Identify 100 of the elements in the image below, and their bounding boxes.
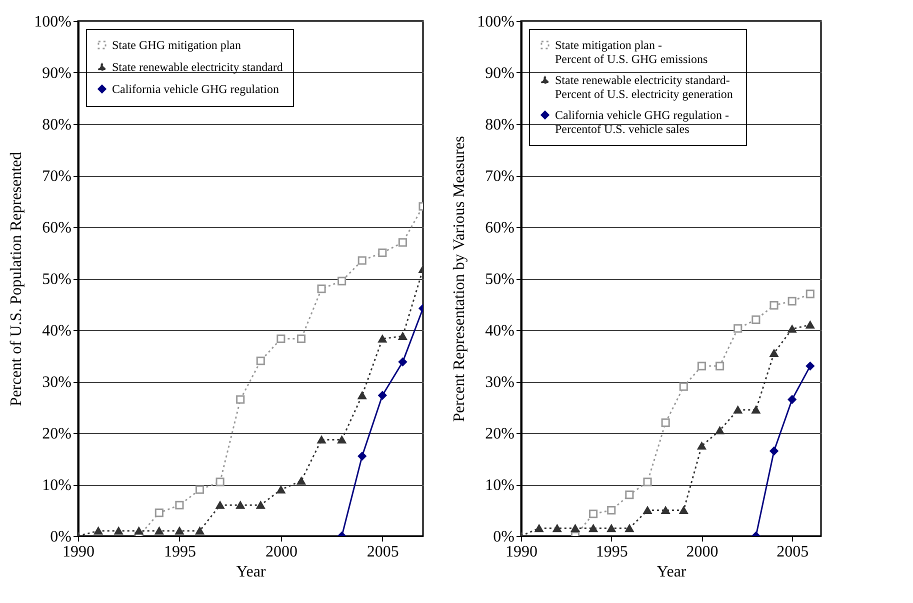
y-tick-label: 70% (485, 168, 514, 185)
y-tick-label: 50% (42, 271, 72, 288)
point (358, 452, 366, 460)
point (607, 524, 616, 532)
point (338, 276, 346, 286)
point (697, 362, 706, 370)
point (607, 506, 616, 515)
legend-label: State renewable electricity standard (112, 60, 283, 74)
point (697, 442, 706, 450)
x-tick-label: 2000 (686, 544, 718, 560)
point (770, 446, 778, 456)
y-tick-label: 20% (42, 426, 72, 442)
y-tick-label: 40% (485, 322, 514, 340)
legend-label: State renewable electricity standard- Percent of U.S. electricity generation (555, 73, 733, 101)
point (661, 506, 670, 514)
x-tick-label: 2005 (366, 544, 399, 560)
x-tick-label: 1995 (596, 544, 628, 560)
point (378, 391, 387, 400)
point (256, 356, 265, 366)
point (788, 325, 796, 333)
point (134, 527, 144, 535)
point (398, 358, 407, 366)
point (589, 510, 598, 518)
y-tick-label: 70% (42, 168, 72, 185)
point (358, 392, 366, 400)
point (770, 349, 778, 357)
point (589, 524, 598, 532)
point (154, 508, 164, 518)
point (358, 256, 366, 265)
y-axis-title: Percent of U.S. Population Represented (8, 152, 26, 406)
point (625, 524, 634, 532)
point (175, 500, 184, 510)
point (752, 406, 760, 414)
x-axis-title: Year (656, 564, 687, 580)
point (625, 490, 634, 500)
point (752, 315, 760, 324)
point (195, 485, 204, 494)
point (256, 501, 265, 509)
point (770, 300, 778, 310)
point (296, 477, 306, 485)
point (788, 296, 796, 306)
point (806, 290, 814, 298)
point (661, 418, 670, 427)
legend-label: State mitigation plan - Percent of U.S. GHG emissions (555, 38, 708, 66)
point (94, 527, 103, 535)
y-tick-label: 0% (493, 528, 514, 546)
point (534, 524, 544, 532)
point (114, 527, 123, 535)
y-tick-label: 0% (50, 528, 72, 546)
point (236, 395, 245, 404)
point (216, 478, 224, 486)
point (679, 382, 688, 391)
y-tick-label: 90% (485, 65, 514, 82)
point (338, 436, 346, 444)
point (378, 334, 387, 343)
point (570, 524, 580, 532)
point (296, 334, 306, 344)
point (236, 501, 245, 509)
point (175, 527, 184, 535)
y-tick-label: 90% (42, 65, 72, 82)
point (276, 486, 286, 494)
point (154, 527, 164, 535)
point (216, 501, 224, 509)
x-axis-title: Year (236, 564, 266, 580)
point (788, 395, 796, 404)
y-tick-label: 10% (485, 477, 514, 494)
x-tick-label: 2000 (265, 544, 298, 560)
y-tick-label: 100% (34, 14, 72, 30)
point (716, 362, 724, 370)
point (734, 324, 742, 333)
y-tick-label: 30% (485, 374, 514, 391)
y-tick-label: 40% (42, 322, 72, 340)
y-tick-label: 20% (485, 426, 514, 442)
x-tick-label: 1990 (62, 544, 94, 560)
point (398, 238, 407, 247)
y-tick-label: 80% (42, 116, 72, 134)
legend-label: State GHG mitigation plan (112, 38, 241, 52)
point (317, 284, 326, 294)
point (317, 436, 326, 444)
y-axis-title: Percent Representation by Various Measures (451, 136, 468, 422)
point (806, 321, 814, 329)
y-tick-label: 50% (485, 271, 514, 288)
legend-label: California vehicle GHG regulation - Percentof U.S. vehicle sales (555, 108, 729, 136)
y-tick-label: 10% (42, 477, 72, 494)
y-tick-label: 100% (477, 14, 514, 30)
point (643, 478, 652, 486)
x-tick-label: 1995 (164, 544, 196, 560)
point (734, 406, 742, 414)
point (643, 506, 652, 514)
point (806, 362, 814, 370)
y-tick-label: 30% (42, 374, 72, 391)
point (716, 426, 724, 434)
legend-label: California vehicle GHG regulation (112, 82, 279, 96)
point (195, 527, 204, 535)
point (679, 506, 688, 514)
point (552, 524, 562, 532)
x-tick-label: 2005 (776, 544, 809, 560)
point (276, 334, 286, 344)
y-tick-label: 80% (485, 116, 514, 134)
x-tick-label: 1990 (506, 544, 538, 560)
